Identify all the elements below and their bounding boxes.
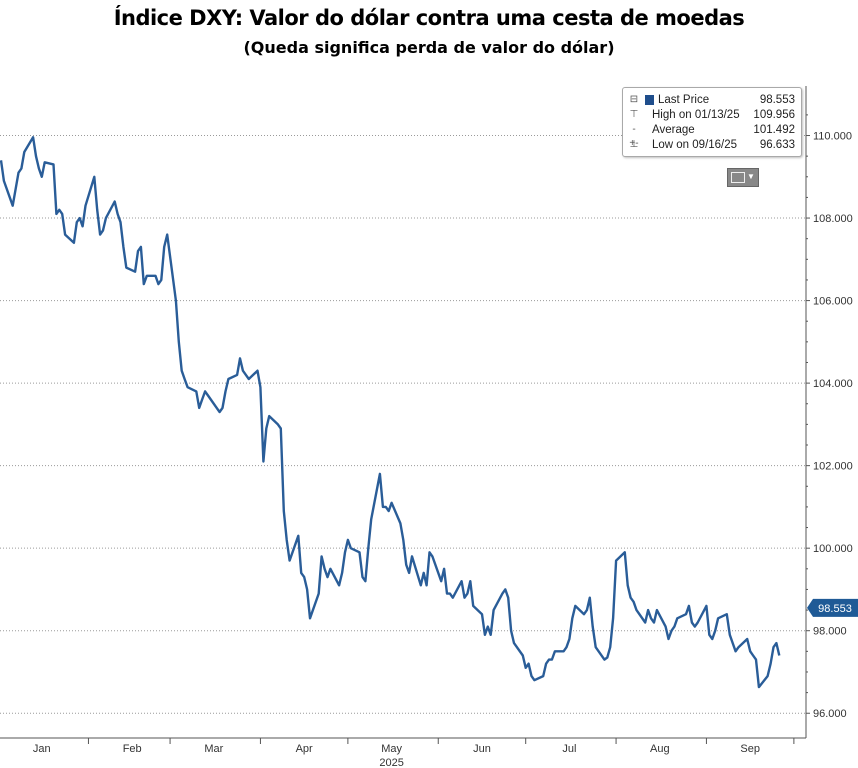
y-tick-label: 104.000 xyxy=(813,378,853,390)
last-price-label: 98.553 xyxy=(818,603,852,615)
x-tick-label: Jun xyxy=(473,743,491,755)
last-price-badge xyxy=(807,598,858,617)
y-tick-label: 100.000 xyxy=(813,543,853,555)
legend-value: 96.633 xyxy=(759,139,795,151)
x-tick-label: Jul xyxy=(562,743,576,755)
legend-value: 101.492 xyxy=(753,124,795,136)
low-marker-icon: ⊥ xyxy=(629,139,639,150)
y-tick-label: 102.000 xyxy=(813,461,853,473)
legend-row-high: ⊤ High on 01/13/25 109.956 xyxy=(629,108,795,122)
x-tick-label: Sep xyxy=(740,743,760,755)
x-tick-label: Aug xyxy=(650,743,670,755)
legend-row-average: -+- Average 101.492 xyxy=(629,123,795,149)
legend-label: High on 01/13/25 xyxy=(652,109,740,121)
series-line-dxy xyxy=(0,136,781,689)
x-tick-label: May xyxy=(381,743,402,755)
chevron-down-icon: ▼ xyxy=(747,172,755,181)
last-price-badge-layer: 98.553 xyxy=(807,598,858,617)
x-tick-label: Apr xyxy=(296,743,313,755)
x-year-label: 2025 xyxy=(379,757,403,768)
y-tick-label: 98.000 xyxy=(813,626,847,638)
x-tick-label: Jan xyxy=(33,743,51,755)
x-tick-label: Feb xyxy=(123,743,142,755)
series-layer xyxy=(0,136,781,689)
x-tick-label: Mar xyxy=(204,743,223,755)
y-tick-label: 106.000 xyxy=(813,296,853,308)
legend-box[interactable]: ⊟ Last Price 98.553 ⊤ High on 01/13/25 1… xyxy=(622,87,802,157)
legend-label: Last Price xyxy=(658,94,710,106)
y-tick-label: 108.000 xyxy=(813,213,853,225)
axes: 96.000 98.000 100.000 102.000 104.000 106.000… xyxy=(0,86,853,768)
square-icon xyxy=(645,95,654,105)
y-tick-label: 110.000 xyxy=(813,131,852,143)
legend-row-last-price: ⊟ Last Price 98.553 xyxy=(629,93,795,107)
chart-type-dropdown[interactable]: ▼ xyxy=(727,168,759,187)
collapse-icon[interactable]: ⊟ xyxy=(629,94,639,105)
line-chart-icon xyxy=(731,172,745,183)
legend-row-low: ⊥ Low on 09/16/25 96.633 xyxy=(629,138,795,152)
legend-label: Average xyxy=(652,124,695,136)
legend-value: 98.553 xyxy=(759,94,795,106)
y-tick-label: 96.000 xyxy=(813,708,847,720)
legend-value: 109.956 xyxy=(753,109,795,121)
chart-title: Índice DXY: Valor do dólar contra uma ce… xyxy=(113,6,745,30)
average-marker-icon: -+- xyxy=(629,124,639,149)
chart-subtitle: (Queda significa perda de valor do dólar… xyxy=(243,38,615,57)
legend-label: Low on 09/16/25 xyxy=(652,139,738,151)
gridlines xyxy=(0,135,806,714)
high-marker-icon: ⊤ xyxy=(629,109,639,120)
